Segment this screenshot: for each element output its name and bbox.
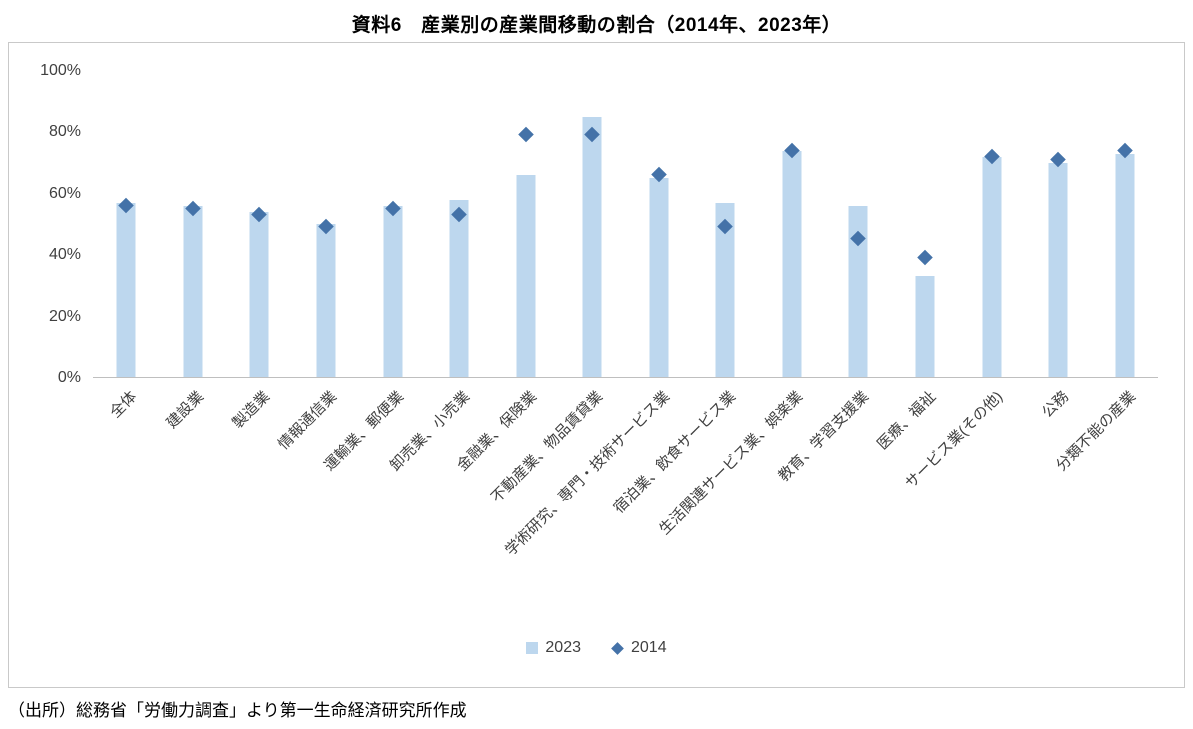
plot-row: 0% 20% 40% 60% 80% 100% xyxy=(27,62,1158,386)
legend-item-2023: 2023 xyxy=(526,639,581,657)
category-column xyxy=(1025,71,1092,377)
x-axis-label: 建設業 xyxy=(163,388,207,432)
chart-frame: 0% 20% 40% 60% 80% 100% 全体 建設業 製造業 情報通信業 運輸業、郵便業卸… xyxy=(8,42,1185,688)
x-axis-labels: 全体 建設業 製造業 情報通信業 運輸業、郵便業 卸売業、小売業 金融業、保険業 不動産業、物… xyxy=(93,378,1158,590)
bar-2023 xyxy=(649,178,669,377)
y-axis-label: 100% xyxy=(40,62,81,79)
x-label-cell: 生活関連サービス業、娯楽業 xyxy=(656,378,826,590)
y-axis-label: 40% xyxy=(48,246,81,264)
bar-2023 xyxy=(316,224,336,377)
legend-item-2014: 2014 xyxy=(611,639,667,657)
diamond-marker-2014 xyxy=(917,249,933,265)
bar-2023 xyxy=(183,205,203,377)
x-axis-label: 製造業 xyxy=(229,388,274,432)
legend-diamond-icon xyxy=(611,641,624,655)
category-column xyxy=(692,71,759,377)
diamond-marker-2014 xyxy=(517,126,534,143)
category-column xyxy=(359,71,426,377)
x-label-cell: 製造業 xyxy=(226,378,293,590)
x-label-cell: 全体 xyxy=(93,378,160,590)
legend: 2023 2014 xyxy=(9,639,1184,657)
y-axis-label: 60% xyxy=(48,184,81,202)
bar-2023 xyxy=(249,211,269,377)
x-label-cell: 分類不能の産業 xyxy=(1053,378,1158,590)
y-axis-spacer xyxy=(27,378,93,590)
bar-2023 xyxy=(383,205,403,377)
category-column xyxy=(958,71,1025,377)
x-label-cell: 医療、福祉 xyxy=(874,378,959,590)
bar-2023 xyxy=(848,205,868,377)
x-label-cell: 情報通信業 xyxy=(275,378,360,590)
category-column xyxy=(160,71,227,377)
bar-2023 xyxy=(449,199,469,377)
bar-2023 xyxy=(1048,162,1068,377)
x-label-cell: サービス業(その他) xyxy=(902,378,1025,590)
x-label-cell: 運輸業、郵便業 xyxy=(320,378,426,590)
x-label-cell: 教育、学習支援業 xyxy=(776,378,892,590)
y-axis-label: 20% xyxy=(48,307,81,325)
bar-2023 xyxy=(715,202,735,377)
category-column xyxy=(759,71,826,377)
y-axis-label: 0% xyxy=(57,369,81,386)
x-axis-label: 全体 xyxy=(107,388,141,422)
bar-2023 xyxy=(516,175,536,377)
category-column xyxy=(492,71,559,377)
category-column xyxy=(825,71,892,377)
x-axis-label: 公務 xyxy=(1039,388,1073,422)
legend-square-icon xyxy=(526,642,539,654)
category-column xyxy=(226,71,293,377)
x-label-cell: 公務 xyxy=(1025,378,1092,590)
y-axis: 0% 20% 40% 60% 80% 100% xyxy=(27,62,93,386)
legend-label: 2023 xyxy=(545,639,581,656)
x-axis-row: 全体 建設業 製造業 情報通信業 運輸業、郵便業 卸売業、小売業 金融業、保険業 不動産業、物… xyxy=(27,378,1158,590)
bar-2023 xyxy=(1115,153,1135,377)
bar-2023 xyxy=(582,116,602,377)
bar-2023 xyxy=(782,150,802,377)
x-label-cell: 建設業 xyxy=(160,378,227,590)
category-column xyxy=(1091,71,1158,377)
chart-title: 資料6 産業別の産業間移動の割合（2014年、2023年） xyxy=(351,15,842,36)
y-axis-label: 80% xyxy=(48,123,81,141)
bar-2023 xyxy=(982,156,1002,377)
category-column xyxy=(559,71,626,377)
category-column xyxy=(93,71,160,377)
category-column xyxy=(293,71,360,377)
category-column xyxy=(426,71,493,377)
source-note: （出所）総務省「労働力調査」より第一生命経済研究所作成 xyxy=(8,701,467,720)
x-label-cell: 卸売業、小売業 xyxy=(387,378,493,590)
bar-2023 xyxy=(116,202,136,377)
bar-2023 xyxy=(915,276,935,377)
legend-label: 2014 xyxy=(631,639,667,656)
category-column xyxy=(892,71,959,377)
plot-area xyxy=(93,71,1158,378)
category-column xyxy=(626,71,693,377)
